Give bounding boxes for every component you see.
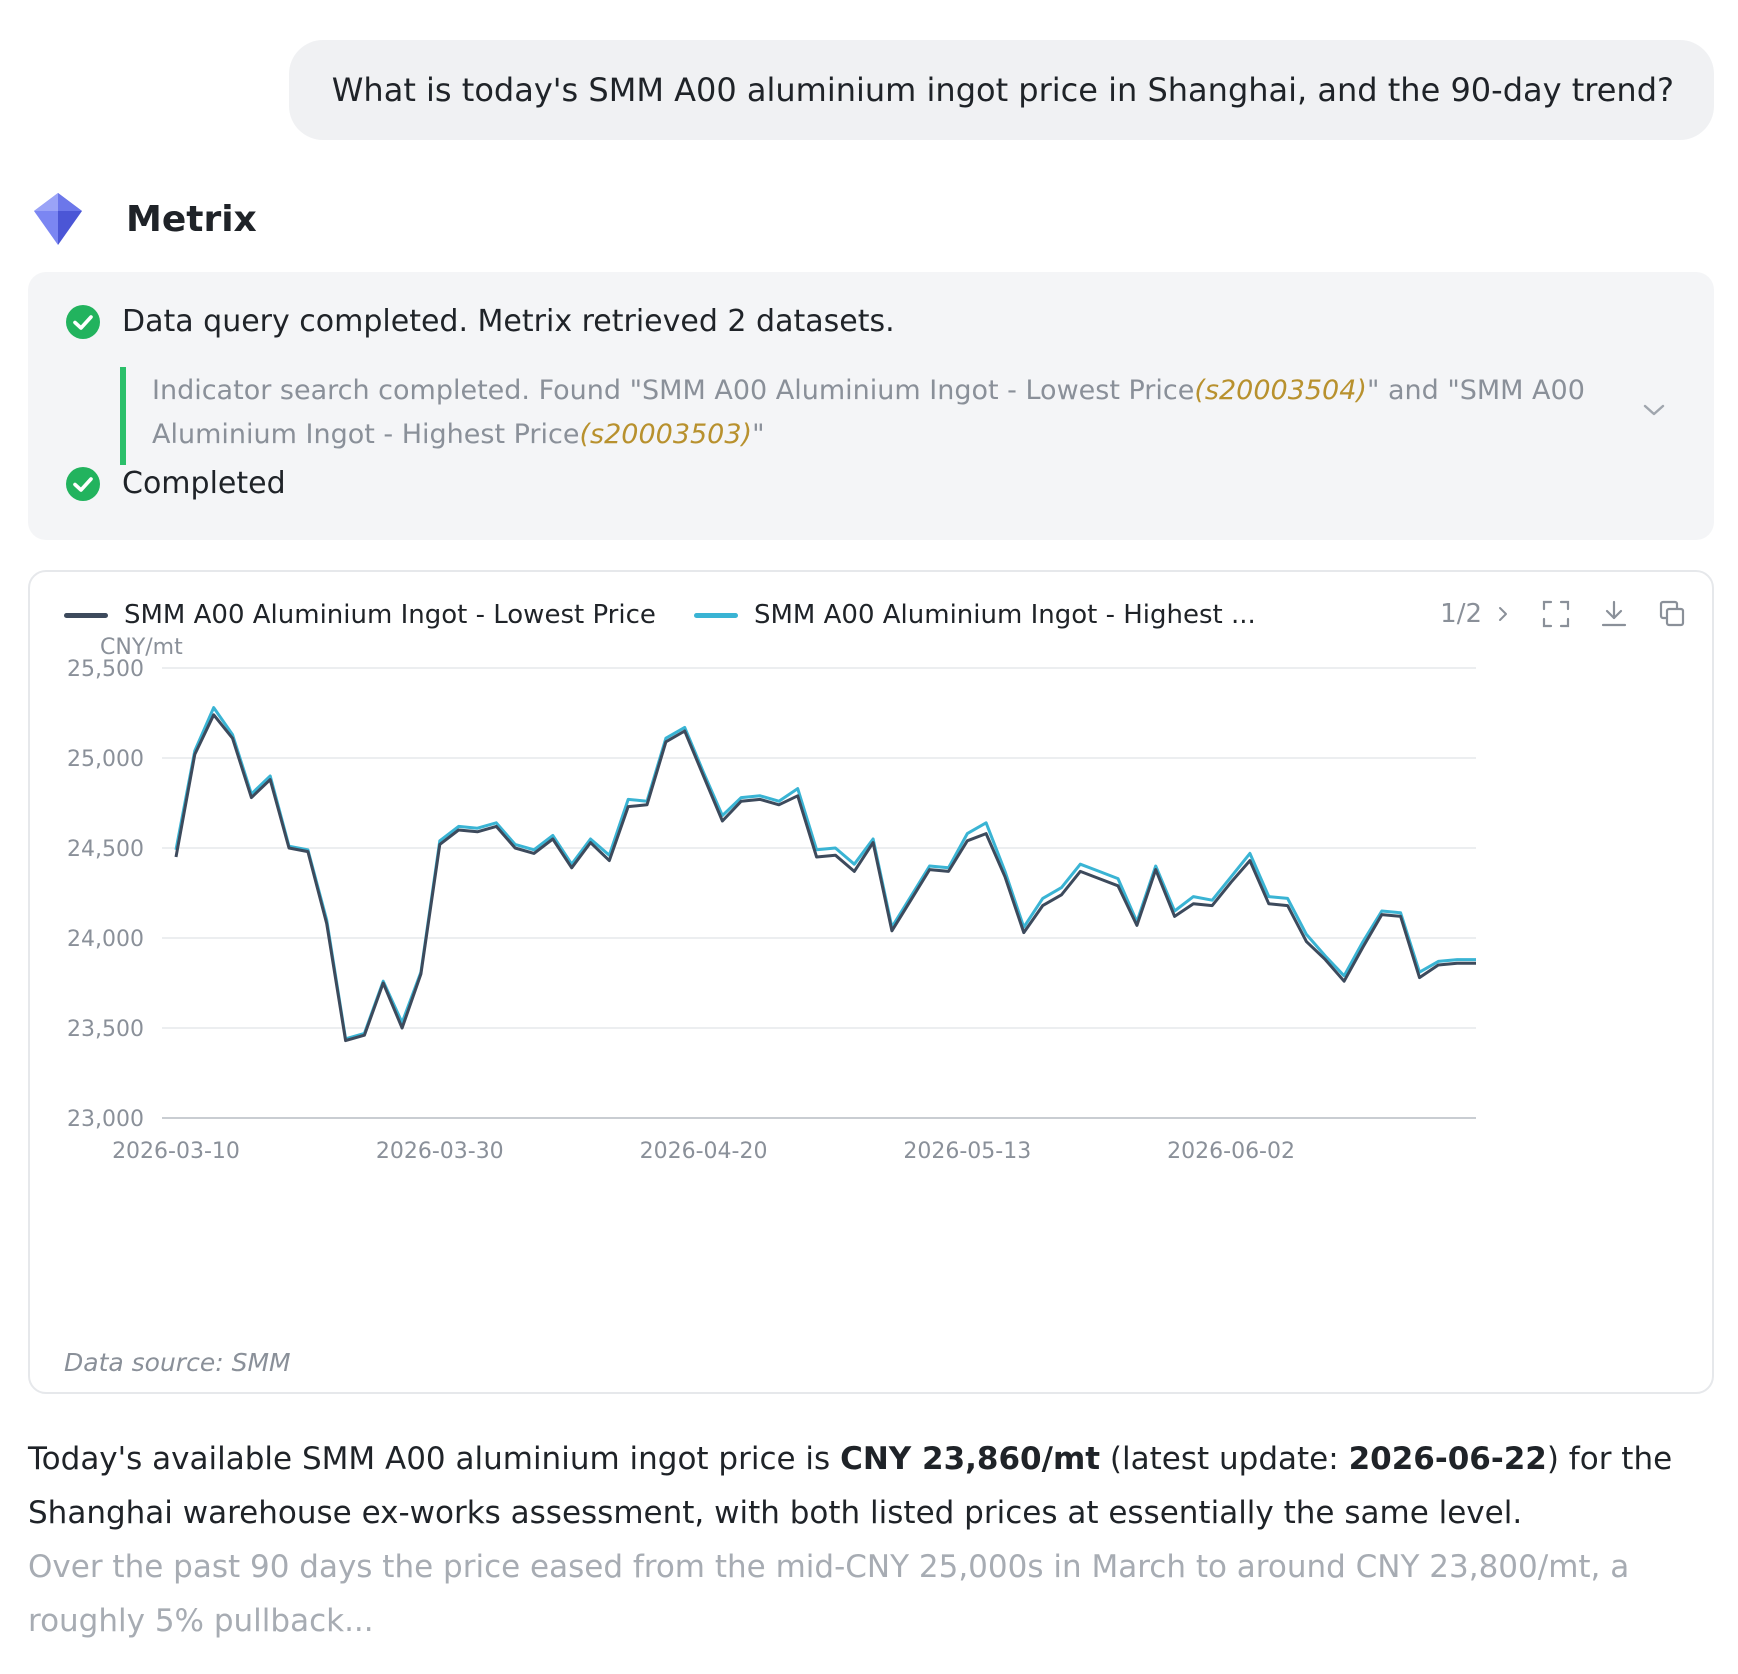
answer-text: Today's available SMM A00 aluminium ingo… (28, 1432, 1718, 1648)
answer-text-c: ) for the Shanghai warehouse ex-works as… (28, 1441, 1673, 1531)
y-tick-label: 25,000 (67, 747, 144, 772)
fullscreen-icon[interactable] (1542, 600, 1570, 628)
data-source-note: Data source: SMM (64, 1348, 291, 1377)
y-tick-label: 24,000 (67, 927, 144, 952)
x-tick-label: 2026-05-13 (903, 1139, 1031, 1164)
user-message-text: What is today's SMM A00 aluminium ingot … (331, 71, 1674, 109)
legend-swatch-lowest (64, 612, 108, 618)
page-indicator: 1/2 (1440, 599, 1482, 629)
assistant-header: Metrix (32, 190, 257, 248)
copy-icon[interactable] (1658, 600, 1686, 628)
user-message-bubble: What is today's SMM A00 aluminium ingot … (289, 40, 1714, 140)
assistant-name: Metrix (126, 198, 257, 240)
legend-item-highest[interactable]: SMM A00 Aluminium Ingot - Highest ... (694, 600, 1256, 630)
x-tick-label: 2026-06-02 (1167, 1139, 1295, 1164)
answer-paragraph-1: Today's available SMM A00 aluminium ingo… (28, 1432, 1718, 1540)
completed-text: Completed (122, 466, 286, 501)
answer-text-a: Today's available SMM A00 aluminium ingo… (28, 1441, 841, 1477)
query-status-text: Data query completed. Metrix retrieved 2… (122, 304, 895, 339)
check-circle-icon (66, 304, 100, 339)
query-status-panel: Data query completed. Metrix retrieved 2… (28, 272, 1714, 540)
answer-date: 2026-06-22 (1348, 1441, 1547, 1477)
legend-label-lowest: SMM A00 Aluminium Ingot - Lowest Price (124, 600, 656, 630)
chart-card: SMM A00 Aluminium Ingot - Lowest Price S… (28, 570, 1714, 1394)
detail-text-prefix: Indicator search completed. Found "SMM A… (152, 375, 1195, 406)
series-line-lowest-price[interactable] (174, 713, 1476, 1043)
x-tick-label: 2026-03-30 (376, 1139, 504, 1164)
legend-swatch-highest (694, 612, 738, 618)
y-tick-label: 25,500 (67, 657, 144, 682)
x-tick-label: 2026-03-10 (112, 1139, 240, 1164)
y-tick-label: 23,500 (67, 1017, 144, 1042)
detail-text-suffix: " (752, 419, 765, 450)
legend-item-lowest[interactable]: SMM A00 Aluminium Ingot - Lowest Price (64, 600, 656, 630)
completed-status-row: Completed (66, 466, 286, 501)
detail-text-middle: " and "SMM A00 Aluminium Ingot - Highest… (152, 375, 1585, 450)
download-icon[interactable] (1600, 600, 1628, 628)
answer-text-b: (latest update: (1100, 1441, 1349, 1477)
check-circle-icon (66, 466, 100, 501)
line-chart: CNY/mt 25,500 25,000 24,500 24,000 23,500 23,… (67, 635, 1476, 1164)
legend-label-highest: SMM A00 Aluminium Ingot - Highest ... (754, 600, 1256, 630)
answer-paragraph-2: Over the past 90 days the price eased fr… (28, 1549, 1630, 1639)
diamond-logo-icon (34, 193, 82, 245)
y-tick-label: 24,500 (67, 837, 144, 862)
indicator-search-detail: Indicator search completed. Found "SMM A… (120, 367, 1590, 465)
chevron-right-icon[interactable] (1494, 605, 1512, 623)
y-axis-unit: CNY/mt (100, 635, 183, 660)
chart-toolbar: 1/2 (1440, 594, 1686, 634)
indicator-code-highest: (s20003503) (579, 419, 753, 450)
indicator-code-lowest: (s20003504) (1194, 375, 1367, 406)
chevron-down-icon[interactable] (1642, 402, 1666, 418)
x-tick-label: 2026-04-20 (640, 1139, 768, 1164)
y-tick-label: 23,000 (67, 1107, 144, 1132)
query-status-row: Data query completed. Metrix retrieved 2… (66, 304, 895, 339)
answer-price: CNY 23,860/mt (840, 1441, 1101, 1477)
